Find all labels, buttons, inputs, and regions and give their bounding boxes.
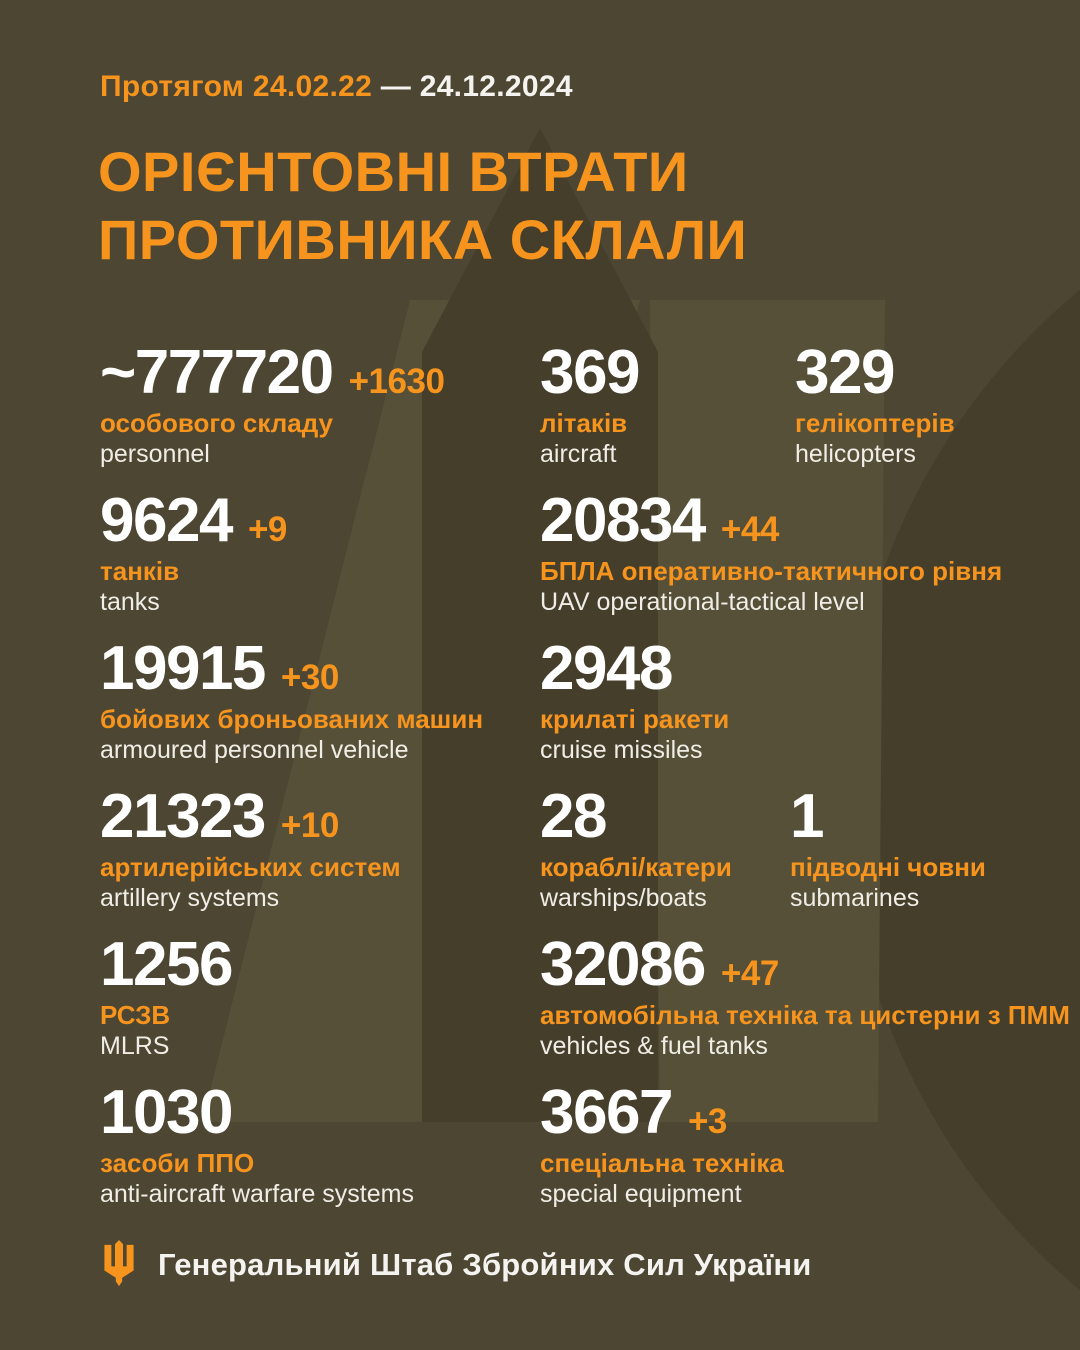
stat-label-uk: РСЗВ [100, 1000, 171, 1030]
stat-label-en: warships/boats [540, 884, 707, 912]
trident-icon [104, 1240, 134, 1287]
stat-vehicles-fuel-tanks: 32086 +47 автомобільна техніка та цистерн… [540, 930, 1070, 1062]
stat-value: 1030 [100, 1078, 233, 1147]
stat-anti-aircraft: 1030 засоби ППО anti-aircraft warfare sy… [100, 1078, 414, 1210]
stat-value: 9624 [100, 486, 233, 555]
stat-label-en: aircraft [540, 440, 617, 468]
stat-label-uk: особового складу [100, 408, 333, 438]
stat-aircraft: 369 літаків aircraft [540, 338, 655, 470]
stat-label-uk: гелікоптерів [795, 408, 955, 438]
stat-delta: +44 [720, 510, 779, 549]
page-title: ОРІЄНТОВНІ ВТРАТИ ПРОТИВНИКА СКЛАЛИ [98, 138, 747, 274]
stat-label-uk: підводні човни [790, 852, 986, 882]
stat-cruise-missiles: 2948 крилаті ракети cruise missiles [540, 634, 730, 766]
stat-warships: 28 кораблі/катери warships/boats [540, 782, 732, 914]
stat-label-uk: артилерійських систем [100, 852, 401, 882]
stat-uav: 20834 +44 БПЛА оперативно-тактичного рівн… [540, 486, 1003, 618]
footer: Генеральний Штаб Збройних Сил України [102, 1240, 812, 1290]
stat-label-en: anti-aircraft warfare systems [100, 1180, 414, 1208]
stat-label-en: MLRS [100, 1032, 170, 1060]
stat-value: 28 [540, 782, 607, 851]
stat-submarines: 1 підводні човни submarines [790, 782, 986, 914]
stat-value: 2948 [540, 634, 673, 703]
stat-personnel: ~777720 +1630 особового складу personnel [100, 338, 445, 470]
stat-label-uk: танків [100, 556, 180, 586]
stat-label-en: submarines [790, 884, 920, 912]
stat-label-en: special equipment [540, 1180, 742, 1208]
date-dash: — [380, 70, 412, 103]
stat-label-uk: бойових броньованих машин [100, 704, 484, 734]
stat-delta: +30 [280, 658, 339, 697]
stat-label-uk: спеціальна техніка [540, 1148, 784, 1178]
stat-value: 369 [540, 338, 640, 407]
title-line-1: ОРІЄНТОВНІ ВТРАТИ [98, 140, 689, 203]
stat-label-en: UAV operational-tactical level [540, 588, 865, 616]
stat-label-en: tanks [100, 588, 160, 616]
period-label: Протягом 24.02.22 [100, 70, 373, 103]
stat-value: 1 [790, 782, 824, 851]
stat-helicopters: 329 гелікоптерів helicopters [795, 338, 955, 470]
stat-delta: +47 [720, 954, 779, 993]
stat-mlrs: 1256 РСЗВ MLRS [100, 930, 248, 1062]
stat-value: 1256 [100, 930, 233, 999]
stat-label-en: artillery systems [100, 884, 280, 912]
stat-label-en: cruise missiles [540, 736, 703, 764]
stat-label-uk: БПЛА оперативно-тактичного рівня [540, 556, 1003, 586]
stat-value: 21323 [100, 782, 266, 851]
stat-delta: +3 [687, 1102, 727, 1141]
stat-special-equipment: 3667 +3 спеціальна техніка special equipm… [540, 1078, 784, 1210]
stat-label-en: vehicles & fuel tanks [540, 1032, 768, 1060]
stat-artillery: 21323 +10 артилерійських систем artillery… [100, 782, 401, 914]
stat-label-uk: крилаті ракети [540, 704, 730, 734]
stat-value: ~777720 [100, 338, 334, 407]
footer-org-label: Генеральний Штаб Збройних Сил України [158, 1247, 812, 1282]
stat-value: 329 [795, 338, 895, 407]
stat-label-en: armoured personnel vehicle [100, 736, 409, 764]
stat-label-en: helicopters [795, 440, 916, 468]
stat-delta: +1630 [348, 362, 445, 401]
stat-value: 20834 [540, 486, 706, 555]
stat-value: 3667 [540, 1078, 673, 1147]
date-range: Протягом 24.02.22 — 24.12.2024 [100, 70, 573, 104]
stat-delta: +10 [280, 806, 339, 845]
stat-value: 19915 [100, 634, 266, 703]
stat-value: 32086 [540, 930, 706, 999]
stat-tanks: 9624 +9 танків tanks [100, 486, 287, 618]
stat-label-uk: літаків [540, 408, 628, 438]
stat-label-uk: засоби ППО [100, 1148, 255, 1178]
stat-label-uk: кораблі/катери [540, 852, 732, 882]
report-date: 24.12.2024 [419, 70, 573, 103]
stat-armoured-vehicles: 19915 +30 бойових броньованих машин armou… [100, 634, 484, 766]
stat-label-uk: автомобільна техніка та цистерни з ПММ [540, 1000, 1070, 1030]
title-line-2: ПРОТИВНИКА СКЛАЛИ [98, 208, 748, 271]
stat-label-en: personnel [100, 440, 210, 468]
stat-delta: +9 [247, 510, 287, 549]
